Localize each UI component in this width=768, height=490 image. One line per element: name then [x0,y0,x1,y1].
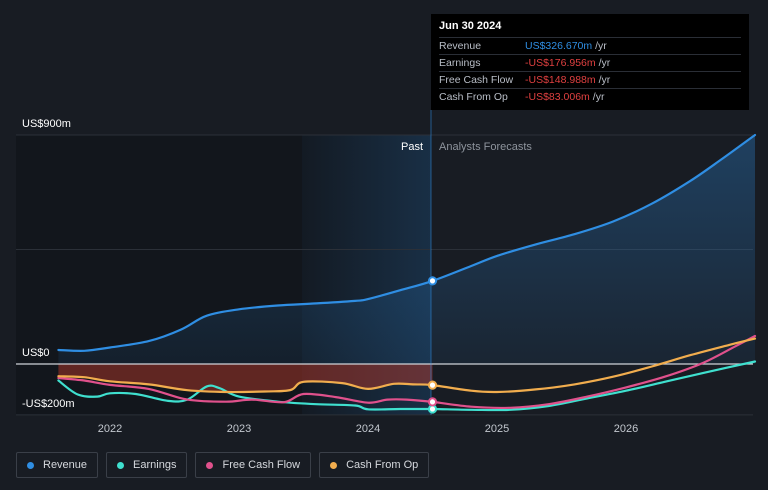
tooltip-value: US$326.670m [525,40,593,52]
legend-label: Earnings [133,459,177,471]
x-tick-label: 2022 [98,423,122,435]
past-label: Past [401,141,423,153]
legend-label: Revenue [43,459,88,471]
tooltip: Jun 30 2024 Revenue US$326.670m/yr Earning… [431,14,749,110]
legend: Revenue Earnings Free Cash Flow Cash From O… [16,452,430,478]
series-line-free-cash-flow [57,334,757,410]
series-line-cash-from-op [57,337,757,394]
marker-revenue[interactable] [427,276,438,286]
y-tick-label: US$0 [22,347,50,359]
x-tick-label: 2023 [227,423,251,435]
x-tick-label: 2026 [614,423,638,435]
financial-chart: US$900m US$0 -US$200m 2022 2023 2024 2025 2026… [16,110,757,435]
legend-dot-icon [206,461,214,469]
series-line-revenue [57,133,757,352]
tooltip-unit: /yr [598,74,611,86]
legend-dot-icon [330,461,338,469]
tooltip-row: Earnings -US$176.956m/yr [439,54,741,71]
forecast-label: Analysts Forecasts [439,141,532,153]
y-tick-label: US$900m [22,118,71,130]
legend-item-cash-from-op[interactable]: Cash From Op [319,452,430,478]
x-tick-label: 2024 [356,423,380,435]
past-highlight [302,135,431,415]
tooltip-label: Earnings [439,57,481,69]
tooltip-row: Free Cash Flow -US$148.988m/yr [439,71,741,88]
tooltip-value: -US$148.988m [525,74,596,86]
y-tick-label: -US$200m [22,398,75,410]
tooltip-row: Revenue US$326.670m/yr [439,37,741,54]
legend-item-earnings[interactable]: Earnings [106,452,188,478]
legend-item-free-cash-flow[interactable]: Free Cash Flow [195,452,312,478]
tooltip-value: -US$176.956m [525,57,596,69]
marker-cash-from-op[interactable] [427,380,438,390]
legend-dot-icon [27,461,34,469]
legend-label: Cash From Op [346,459,419,471]
marker-free-cash-flow[interactable] [427,397,438,407]
legend-label: Free Cash Flow [222,459,301,471]
legend-item-revenue[interactable]: Revenue [16,452,99,478]
revenue-area [58,135,755,364]
series-line-earnings [57,360,757,412]
x-tick-label: 2025 [485,423,509,435]
tooltip-unit: /yr [595,40,607,52]
tooltip-unit: /yr [598,57,611,69]
tooltip-unit: /yr [592,91,605,103]
tooltip-row: Cash From Op -US$83.006m/yr [439,88,741,105]
tooltip-label: Cash From Op [439,91,508,103]
tooltip-value: -US$83.006m [525,91,590,103]
tooltip-label: Free Cash Flow [439,74,514,86]
tooltip-label: Revenue [439,40,482,52]
negative-area [58,364,433,393]
legend-dot-icon [117,461,125,469]
tooltip-date: Jun 30 2024 [439,20,502,32]
